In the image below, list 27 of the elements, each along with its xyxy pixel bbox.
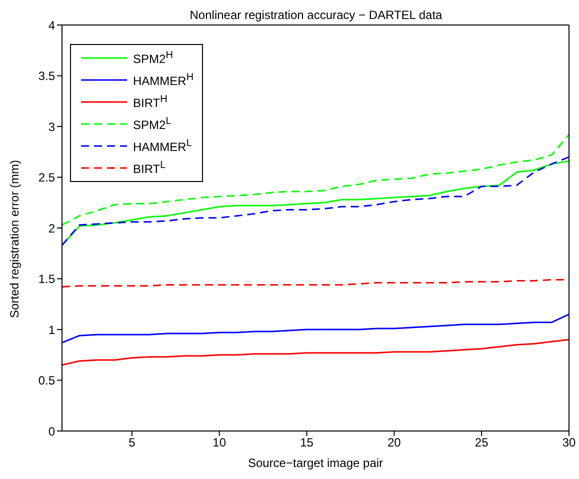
x-tick-label: 30: [562, 436, 576, 450]
legend-label: HAMMER$^{L}$: [133, 138, 192, 154]
x-tick-label: 10: [212, 436, 226, 450]
legend-label: BIRT$^{L}$: [133, 160, 166, 176]
x-axis-title: Source−target image pair: [248, 456, 384, 470]
chart-title: Nonlinear registration accuracy − DARTEL data: [188, 8, 444, 22]
x-tick-label: 25: [474, 436, 489, 450]
legend-label: HAMMER$^{H}$: [133, 72, 194, 88]
y-tick-label: 0.5: [38, 374, 56, 388]
line-series: [62, 338, 569, 366]
legend-label: SPM2$^{L}$: [133, 116, 172, 132]
legend-label: BIRT$^{H}$: [133, 94, 168, 110]
legend-label: SPM2$^{H}$: [133, 50, 173, 66]
y-tick-label: 2.5: [38, 170, 56, 185]
x-tick-label: 20: [387, 436, 402, 450]
y-tick-label: 3: [48, 120, 56, 134]
y-tick-label: 4: [48, 18, 56, 32]
line-series: [62, 314, 569, 344]
y-tick-label: 1: [48, 322, 56, 337]
y-tick-label: 3.5: [38, 69, 56, 84]
y-axis-title: Sorted registration error (mm): [7, 160, 22, 318]
y-tick-label: 1.5: [38, 272, 56, 286]
x-tick-label: 5: [128, 436, 136, 450]
y-tick-label: 0: [48, 424, 56, 438]
x-tick-label: 15: [300, 436, 314, 450]
y-tick-label: 2: [48, 221, 56, 236]
line-series: [62, 134, 569, 226]
